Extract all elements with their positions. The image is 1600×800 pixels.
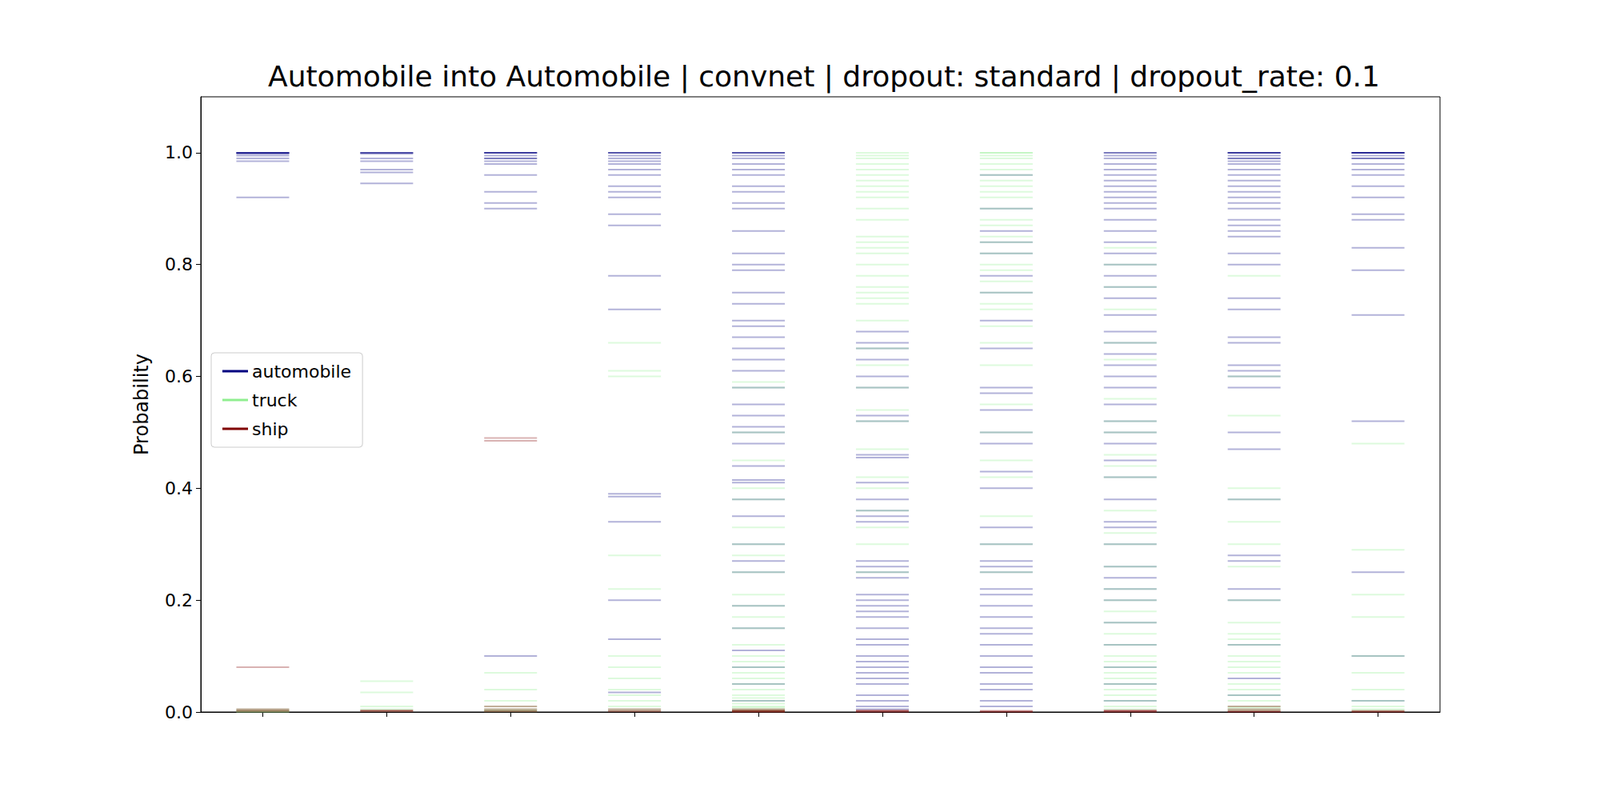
svg-text:0.0: 0.0	[164, 702, 193, 723]
svg-text:0.8: 0.8	[164, 254, 193, 275]
svg-text:Automobile into Automobile | c: Automobile into Automobile | convnet | d…	[268, 60, 1380, 94]
svg-text:truck: truck	[252, 390, 298, 411]
svg-text:0.2: 0.2	[164, 590, 193, 611]
svg-text:ship: ship	[252, 419, 288, 440]
svg-text:1.0: 1.0	[164, 142, 193, 163]
svg-text:0.4: 0.4	[164, 478, 193, 499]
svg-text:automobile: automobile	[252, 361, 352, 382]
svg-text:0.6: 0.6	[164, 366, 193, 387]
svg-text:Probability: Probability	[130, 353, 153, 456]
